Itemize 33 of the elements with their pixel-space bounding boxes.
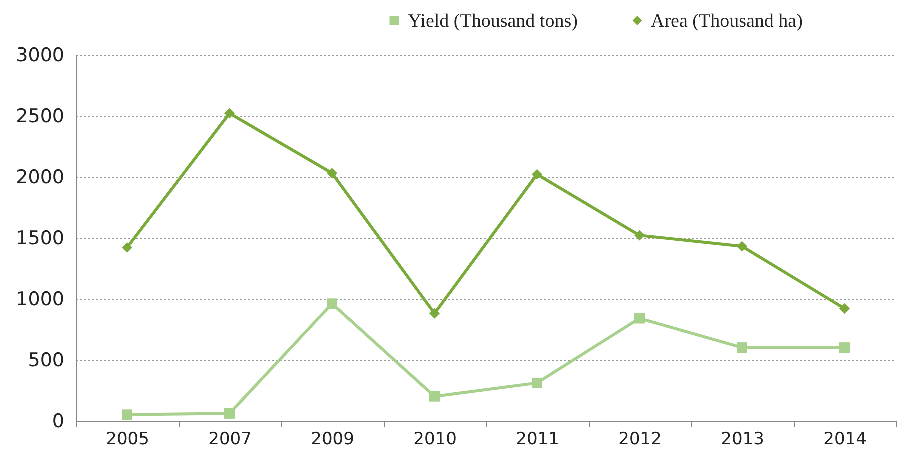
x-tick-label: 2013 [721, 430, 764, 450]
point [430, 308, 440, 319]
y-tick-label: 1500 [16, 228, 64, 250]
x-tick-label: 2010 [414, 430, 457, 450]
legend-label: Yield (Thousand tons) [408, 10, 578, 32]
point [430, 391, 440, 402]
x-tick-label: 2012 [618, 430, 662, 450]
y-tick-label: 3000 [16, 44, 64, 66]
point [122, 410, 132, 420]
x-tick-label: 2014 [824, 430, 867, 450]
point [737, 241, 748, 252]
point [327, 168, 338, 179]
point [327, 298, 338, 310]
y-tick-label: 2000 [16, 166, 64, 188]
legend-label: Area (Thousand ha) [651, 10, 803, 32]
y-tick-label: 500 [28, 350, 64, 372]
point [224, 408, 235, 419]
y-tick-label: 1000 [16, 288, 64, 310]
point [634, 230, 645, 241]
point [224, 108, 235, 119]
x-tick-label: 2005 [106, 430, 150, 450]
y-tick-label: 0 [52, 410, 64, 432]
point [737, 342, 748, 354]
point [840, 304, 850, 314]
x-tick-label: 2009 [311, 430, 354, 450]
point [122, 242, 132, 254]
x-tick-label: 2007 [208, 430, 252, 450]
point [634, 313, 645, 324]
point [532, 169, 542, 180]
x-tick-label: 2011 [516, 430, 560, 450]
y-tick-label: 2500 [16, 106, 64, 128]
point [840, 342, 850, 354]
point [532, 378, 542, 388]
